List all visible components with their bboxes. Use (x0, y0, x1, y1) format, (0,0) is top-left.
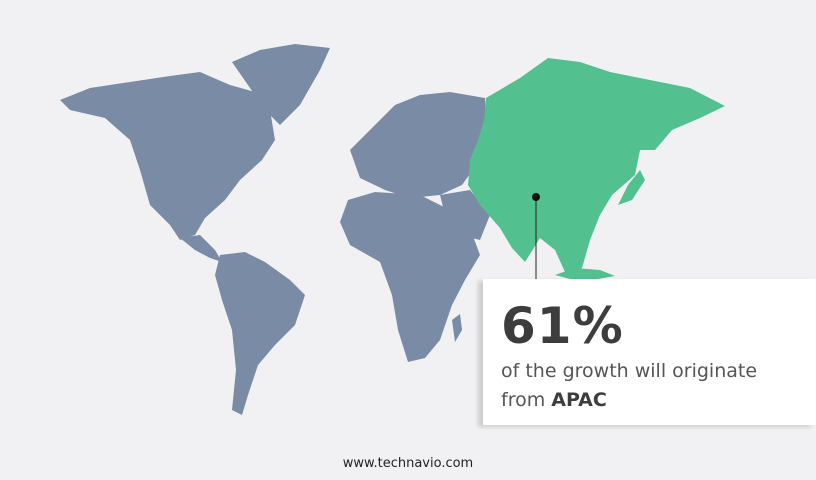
europe (350, 92, 486, 198)
south-america (215, 252, 305, 415)
greenland (232, 44, 330, 125)
callout-text-2: from (501, 389, 546, 411)
callout-description: of the growth will originate from APAC (501, 357, 757, 415)
apac-region (468, 58, 725, 272)
north-america (60, 72, 275, 240)
growth-percent: 61% (501, 297, 624, 355)
callout-region: APAC (551, 389, 607, 411)
central-america (180, 235, 222, 262)
callout-text: of the growth will originate (501, 360, 758, 382)
africa (340, 192, 480, 362)
middle-east (440, 190, 490, 240)
footer-url: www.technavio.com (342, 456, 474, 471)
callout-card: 61% of the growth will originate from AP… (483, 279, 816, 425)
indonesia (555, 268, 615, 279)
madagascar (452, 314, 462, 342)
japan (618, 170, 645, 205)
callout-dot (532, 193, 540, 201)
